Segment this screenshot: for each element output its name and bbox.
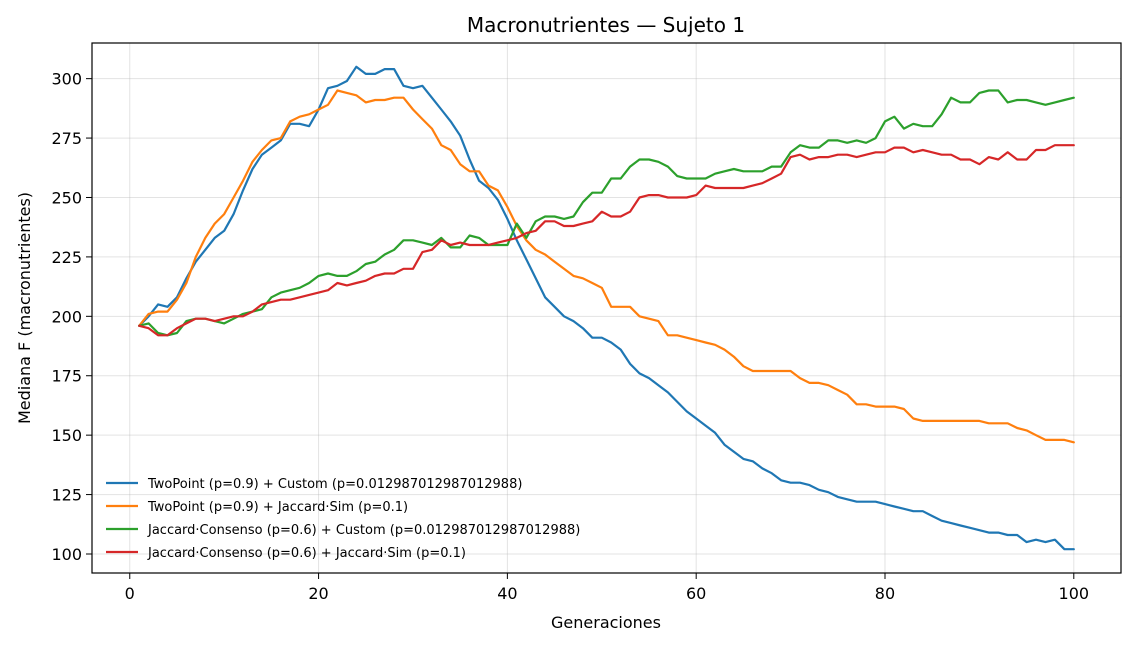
series-line-3 [138, 89, 1075, 337]
y-tick-label: 250 [51, 188, 82, 207]
x-tick-label: 20 [308, 584, 328, 603]
legend-label: TwoPoint (p=0.9) + Jaccard·Sim (p=0.1) [147, 500, 408, 515]
legend-label: TwoPoint (p=0.9) + Custom (p=0.012987012… [147, 477, 522, 492]
series-line-2 [138, 89, 1075, 444]
legend: TwoPoint (p=0.9) + Custom (p=0.012987012… [106, 477, 580, 561]
x-tick-label: 80 [875, 584, 895, 603]
legend-entry-3: Jaccard·Consenso (p=0.6) + Custom (p=0.0… [106, 523, 580, 538]
y-tick-label: 175 [51, 367, 82, 386]
legend-entry-4: Jaccard·Consenso (p=0.6) + Jaccard·Sim (… [106, 546, 466, 561]
y-tick-label: 275 [51, 129, 82, 148]
legend-label: Jaccard·Consenso (p=0.6) + Custom (p=0.0… [147, 523, 580, 538]
x-tick-label: 100 [1059, 584, 1090, 603]
y-tick-label: 200 [51, 307, 82, 326]
axis-ticks: 0 20 40 60 80 100 100 125 150 175 200 225 250 275 300 [51, 70, 1089, 603]
y-tick-label: 225 [51, 248, 82, 267]
legend-label: Jaccard·Consenso (p=0.6) + Jaccard·Sim (… [147, 546, 466, 561]
y-tick-label: 125 [51, 486, 82, 505]
y-axis-label: Mediana F (macronutrientes) [15, 192, 34, 424]
legend-entry-2: TwoPoint (p=0.9) + Jaccard·Sim (p=0.1) [106, 500, 408, 515]
grid [92, 43, 1121, 573]
y-tick-label: 300 [51, 70, 82, 89]
x-tick-label: 0 [125, 584, 135, 603]
plot-frame [91, 42, 1122, 574]
y-tick-label: 150 [51, 426, 82, 445]
x-axis-label: Generaciones [551, 613, 661, 632]
legend-entry-1: TwoPoint (p=0.9) + Custom (p=0.012987012… [106, 477, 522, 492]
series-line-1 [138, 65, 1075, 551]
chart-title: Macronutrientes — Sujeto 1 [467, 13, 745, 37]
series-lines [138, 65, 1075, 551]
y-tick-label: 100 [51, 545, 82, 564]
x-tick-label: 40 [497, 584, 517, 603]
x-tick-label: 60 [686, 584, 706, 603]
series-line-4 [138, 144, 1075, 337]
